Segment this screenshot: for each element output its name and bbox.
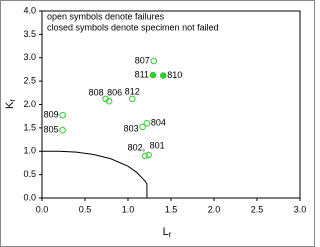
point-label: 812 (125, 86, 140, 96)
point-label: 811 (135, 69, 149, 79)
y-label-main: K (4, 101, 16, 109)
x-tick-label: 0.5 (79, 204, 92, 214)
x-tick-label: 1.0 (122, 204, 135, 214)
x-tick-label: 3.0 (294, 204, 307, 214)
data-point (143, 119, 151, 127)
data-point (105, 97, 113, 105)
x-tick-label: 2.0 (208, 204, 221, 214)
x-label-sub: r (169, 230, 172, 239)
y-tick-label: 3.0 (23, 52, 36, 62)
point-label: 807 (135, 55, 150, 65)
y-axis-label: Kr (4, 99, 17, 109)
data-point (59, 111, 66, 119)
point-label: 802, (128, 142, 146, 152)
y-tick-label: 1.0 (23, 146, 36, 156)
x-tick-label: 0.0 (36, 204, 49, 214)
y-label-sub: r (8, 99, 17, 102)
point-label: 810 (167, 70, 182, 80)
y-tick-label: 3.5 (23, 29, 36, 39)
x-tick-label: 1.5 (165, 204, 178, 214)
point-label: 803 (124, 123, 139, 133)
data-point (141, 152, 149, 160)
data-point (59, 126, 66, 134)
annotation: open symbols denote failures (47, 11, 165, 21)
point-label: 801 (150, 140, 165, 150)
y-tick-label: 2.5 (23, 76, 36, 86)
y-tick-label: 4.0 (23, 5, 36, 15)
point-label: 805 (44, 125, 59, 135)
x-label-main: L (163, 226, 169, 238)
point-label: 806 (107, 88, 122, 98)
y-tick-label: 0.0 (23, 192, 36, 202)
assessment-curve (42, 150, 148, 198)
y-tick-label: 1.5 (23, 122, 36, 132)
data-point (149, 71, 157, 79)
y-tick-label: 0.5 (23, 169, 36, 179)
point-label: 809 (44, 110, 59, 120)
x-axis-label: Lr (163, 226, 172, 239)
point-label: 808 (89, 87, 104, 97)
point-label: 804 (151, 118, 166, 128)
data-point (150, 57, 158, 65)
annotation: closed symbols denote specimen not faile… (47, 22, 219, 32)
y-tick-label: 2.0 (23, 99, 36, 109)
data-point (129, 95, 136, 103)
data-point (139, 123, 146, 131)
x-tick-label: 2.5 (251, 204, 264, 214)
data-point (145, 151, 152, 159)
data-point (159, 72, 167, 79)
